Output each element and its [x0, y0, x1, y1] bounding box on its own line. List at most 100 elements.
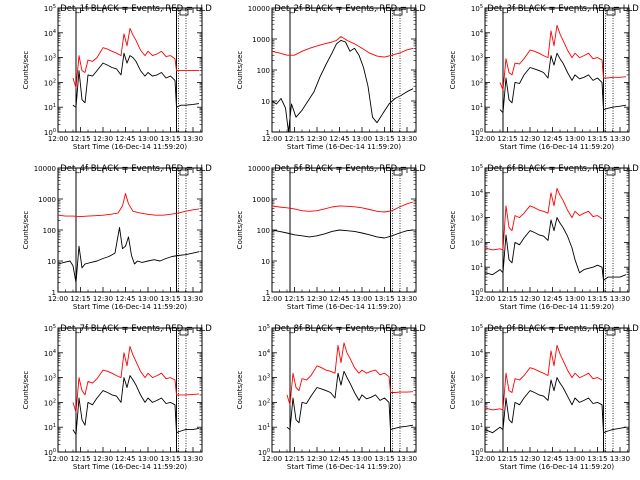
- y-tick-label: 10: [47, 258, 56, 266]
- panel-4: Det_4f BLACK = Events, RED = LLD 1 10 100 10…: [22, 164, 212, 311]
- plot-frame: [484, 167, 630, 293]
- y-tick-label: 103: [471, 54, 483, 63]
- panel-title: Det_5f BLACK = Events, RED = LLD: [274, 164, 426, 174]
- corner-marker: [179, 169, 189, 176]
- y-tick-label: 105: [44, 4, 56, 13]
- series-events-line: [484, 217, 627, 281]
- x-tick-label: 12:15: [284, 455, 304, 463]
- x-tick-label: 13:15: [160, 295, 180, 303]
- panel-2: Det_2f BLACK = Events, RED = LLD 1 10 100 10…: [236, 4, 426, 151]
- series-events-line: [271, 39, 414, 133]
- x-tick-label: 13:00: [352, 455, 372, 463]
- y-tick-label: 104: [471, 29, 483, 38]
- y-tick-label: 100: [471, 128, 483, 137]
- panel-8: Det_8f BLACK = Events, RED = LLD 100 101 10…: [236, 324, 426, 471]
- x-tick-label: 12:30: [307, 135, 327, 143]
- series-lld-line: [72, 346, 200, 413]
- x-tick-label: 13:30: [610, 455, 630, 463]
- x-tick-label: 13:00: [565, 455, 585, 463]
- series-lld-line: [499, 24, 627, 91]
- y-tick-label: 10: [261, 258, 270, 266]
- y-tick-label: 100: [471, 448, 483, 457]
- x-axis-label: Start Time (16-Dec-14 11:59:20): [500, 463, 614, 471]
- x-tick-label: 12:00: [475, 455, 495, 463]
- x-tick-label: 12:30: [93, 135, 113, 143]
- y-tick-label: 101: [44, 423, 56, 432]
- y-tick-label: 101: [471, 263, 483, 272]
- y-axis-label: Counts/sec: [22, 211, 30, 250]
- x-tick-label: 13:30: [610, 295, 630, 303]
- x-tick-label: 13:15: [587, 135, 607, 143]
- panel-title: Det_6f BLACK = Events, RED = LLD: [487, 164, 639, 174]
- x-tick-label: 12:00: [48, 295, 68, 303]
- y-tick-label: 102: [471, 398, 483, 407]
- y-tick-label: 102: [471, 78, 483, 87]
- x-tick-label: 12:45: [329, 135, 349, 143]
- y-tick-label: 100: [44, 448, 56, 457]
- x-tick-label: 13:15: [374, 455, 394, 463]
- y-tick-label: 101: [471, 423, 483, 432]
- x-tick-label: 12:15: [70, 295, 90, 303]
- plot-frame: [57, 327, 203, 453]
- y-tick-label: 105: [258, 324, 270, 333]
- y-axis-label: Counts/sec: [236, 371, 244, 410]
- x-tick-label: 12:15: [497, 455, 517, 463]
- series-lld-line: [72, 27, 199, 89]
- x-tick-label: 12:45: [329, 295, 349, 303]
- plot-frame: [271, 327, 417, 453]
- series-lld-line: [57, 193, 200, 218]
- series-lld-line: [271, 36, 414, 58]
- panel-3: Det_3f BLACK = Events, RED = LLD 100 101 10…: [449, 4, 639, 151]
- x-tick-label: 12:15: [284, 135, 304, 143]
- x-tick-label: 12:30: [93, 295, 113, 303]
- y-axis-label: Counts/sec: [449, 371, 457, 410]
- panel-title: Det_7f BLACK = Events, RED = LLD: [60, 324, 212, 334]
- corner-marker: [179, 9, 189, 16]
- x-axis-label: Start Time (16-Dec-14 11:59:20): [287, 463, 401, 471]
- x-tick-label: 12:00: [475, 135, 495, 143]
- x-tick-label: 13:15: [374, 295, 394, 303]
- x-tick-label: 12:00: [262, 135, 282, 143]
- panel-7: Det_7f BLACK = Events, RED = LLD 100 101 10…: [22, 324, 212, 471]
- series-events-line: [72, 375, 200, 436]
- y-axis-label: Counts/sec: [236, 211, 244, 250]
- y-tick-label: 102: [258, 398, 270, 407]
- panel-title: Det_9f BLACK = Events, RED = LLD: [487, 324, 639, 334]
- y-tick-label: 1: [52, 289, 56, 297]
- y-tick-label: 1000: [252, 196, 270, 204]
- y-tick-label: 100: [43, 227, 56, 235]
- series-lld-line: [271, 201, 414, 213]
- corner-marker: [606, 329, 616, 336]
- y-tick-label: 1000: [252, 36, 270, 44]
- x-tick-label: 12:15: [497, 295, 517, 303]
- y-axis-label: Counts/sec: [22, 51, 30, 90]
- x-axis-label: Start Time (16-Dec-14 11:59:20): [287, 303, 401, 311]
- y-tick-label: 101: [258, 423, 270, 432]
- y-tick-label: 103: [44, 374, 56, 383]
- x-tick-label: 13:30: [397, 455, 417, 463]
- x-tick-label: 12:30: [520, 135, 540, 143]
- x-axis-label: Start Time (16-Dec-14 11:59:20): [500, 143, 614, 151]
- x-tick-label: 13:00: [565, 295, 585, 303]
- y-tick-label: 102: [471, 238, 483, 247]
- y-tick-label: 103: [44, 54, 56, 63]
- x-tick-label: 13:30: [610, 135, 630, 143]
- corner-marker: [606, 169, 616, 176]
- series-lld-line: [286, 342, 414, 406]
- panel-title: Det_4f BLACK = Events, RED = LLD: [60, 164, 212, 174]
- panel-9: Det_9f BLACK = Events, RED = LLD 100 101 10…: [449, 324, 639, 471]
- y-tick-label: 10000: [34, 165, 56, 173]
- y-tick-label: 10000: [248, 5, 270, 13]
- x-tick-label: 13:15: [587, 295, 607, 303]
- y-tick-label: 1: [266, 289, 270, 297]
- y-axis-label: Counts/sec: [449, 51, 457, 90]
- x-tick-label: 12:00: [262, 455, 282, 463]
- x-tick-label: 13:30: [397, 135, 417, 143]
- panel-title: Det_8f BLACK = Events, RED = LLD: [274, 324, 426, 334]
- x-tick-label: 13:00: [565, 135, 585, 143]
- corner-marker: [393, 169, 403, 176]
- x-tick-label: 12:45: [115, 455, 135, 463]
- series-lld-line: [484, 187, 603, 251]
- y-tick-label: 1: [266, 129, 270, 137]
